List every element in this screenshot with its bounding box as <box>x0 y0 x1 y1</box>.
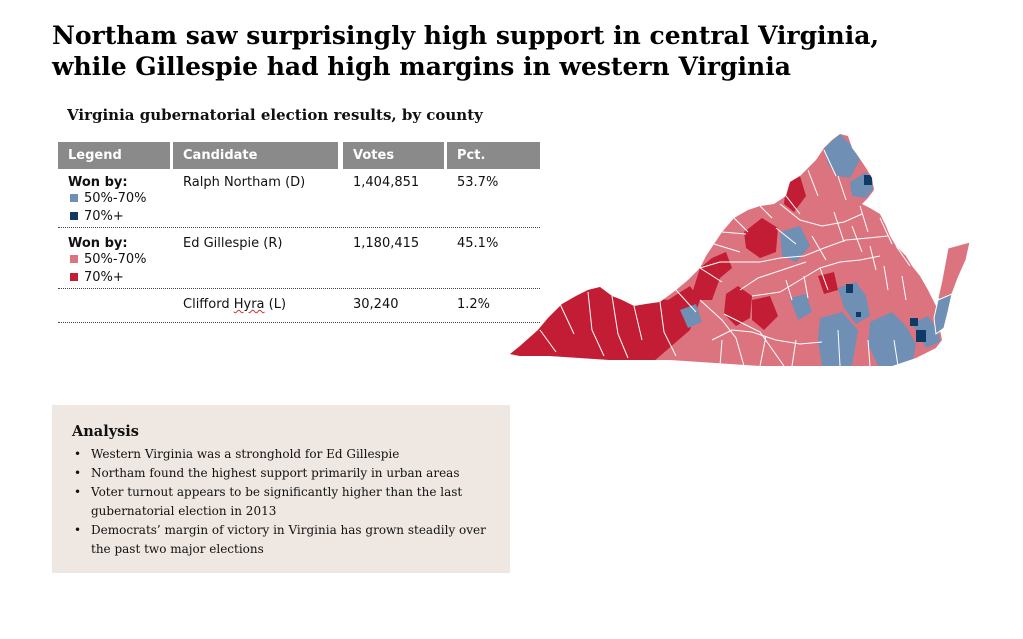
county-cluster-navy <box>916 330 926 342</box>
county-group-blue <box>790 294 812 320</box>
candidate-name: Clifford Hyra (L) <box>183 297 287 312</box>
table-row-hyra: Clifford Hyra (L) 30,240 1.2% <box>58 289 540 323</box>
won-by-label: Won by: <box>68 236 128 251</box>
county-group-west-north <box>690 258 720 300</box>
county-group-blue <box>680 304 702 328</box>
county-cluster-red <box>712 252 732 278</box>
county-cluster-red <box>752 296 778 330</box>
county-shapes <box>510 134 942 366</box>
analysis-list: Western Virginia was a stronghold for Ed… <box>72 445 492 559</box>
table-header: Legend Candidate Votes Pct. <box>58 142 540 169</box>
county-cluster-navy <box>846 284 853 293</box>
county-cluster-red <box>744 218 778 258</box>
spellcheck-underlined-word: Hyra <box>233 297 265 312</box>
header-legend: Legend <box>58 142 170 169</box>
legend-item-dem-50-70: 50%-70% <box>70 191 146 206</box>
header-pct: Pct. <box>447 142 540 169</box>
analysis-bullet: Voter turnout appears to be significantl… <box>72 483 492 521</box>
candidate-votes: 1,180,415 <box>353 236 420 251</box>
county-cluster-red <box>784 176 806 212</box>
headline: Northam saw surprisingly high support in… <box>52 21 880 81</box>
analysis-bullet: Democrats’ margin of victory in Virginia… <box>72 521 492 559</box>
analysis-box: Analysis Western Virginia was a strongho… <box>52 405 510 573</box>
candidate-votes: 1,404,851 <box>353 175 420 190</box>
legend-item-rep-70-plus: 70%+ <box>70 270 124 285</box>
candidate-name: Ed Gillespie (R) <box>183 236 283 251</box>
header-votes: Votes <box>343 142 444 169</box>
county-group-tidewater <box>868 312 916 366</box>
county-eastern-shore-south <box>933 293 953 335</box>
table-row-gillespie: Won by: 50%-70% 70%+ Ed Gillespie (R) 1,… <box>58 228 540 289</box>
county-eastern-shore-north <box>937 241 971 307</box>
candidate-pct: 53.7% <box>457 175 499 190</box>
won-by-label: Won by: <box>68 175 128 190</box>
legend-item-rep-50-70: 50%-70% <box>70 252 146 267</box>
legend-item-dem-70-plus: 70%+ <box>70 209 124 224</box>
table-row-northam: Won by: 50%-70% 70%+ Ralph Northam (D) 1… <box>58 169 540 228</box>
map-subtitle: Virginia gubernatorial election results,… <box>67 106 483 124</box>
county-borders <box>539 149 911 366</box>
county-group-nova <box>824 134 860 178</box>
county-cluster-navy <box>864 175 872 185</box>
candidate-name: Ralph Northam (D) <box>183 175 306 190</box>
county-cluster-navy <box>856 312 861 317</box>
results-table: Legend Candidate Votes Pct. Won by: 50%-… <box>58 142 540 323</box>
candidate-votes: 30,240 <box>353 297 399 312</box>
candidate-pct: 1.2% <box>457 297 491 312</box>
header-candidate: Candidate <box>173 142 338 169</box>
analysis-title: Analysis <box>72 423 139 440</box>
legend-swatch <box>70 212 78 220</box>
legend-swatch <box>70 194 78 202</box>
legend-swatch <box>70 273 78 281</box>
candidate-pct: 45.1% <box>457 236 499 251</box>
county-group-charlottesville <box>780 226 810 262</box>
analysis-bullet: Western Virginia was a stronghold for Ed… <box>72 445 492 464</box>
county-cluster-navy <box>910 318 918 326</box>
analysis-bullet: Northam found the highest support primar… <box>72 464 492 483</box>
virginia-county-map <box>510 134 971 366</box>
county-cluster-red <box>724 286 752 326</box>
legend-swatch <box>70 255 78 263</box>
